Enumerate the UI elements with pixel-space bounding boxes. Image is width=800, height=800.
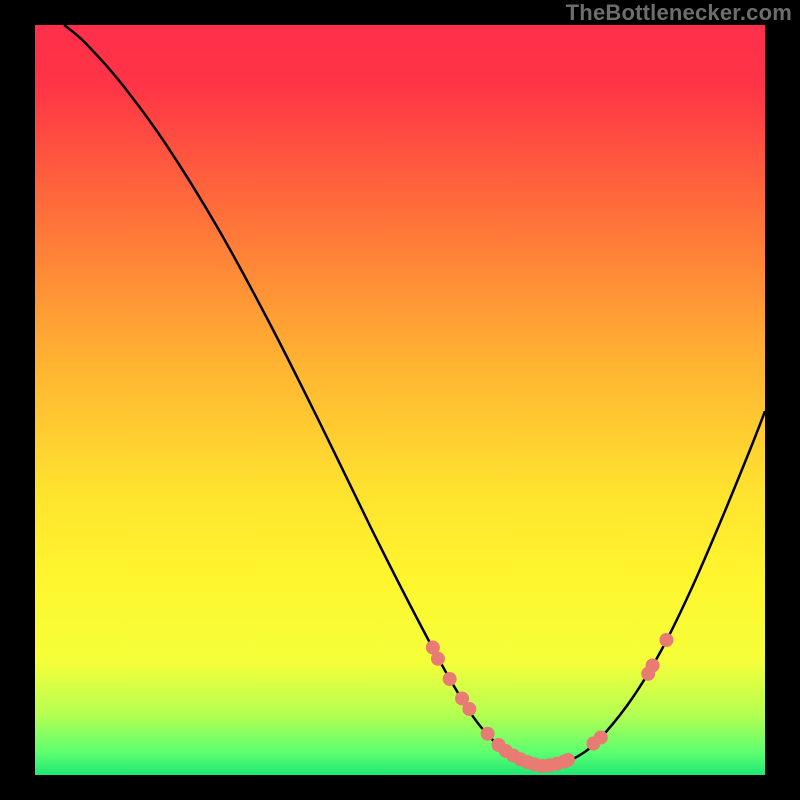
data-marker — [443, 672, 457, 686]
data-marker — [431, 652, 445, 666]
bottleneck-chart — [0, 0, 800, 800]
data-marker — [659, 633, 673, 647]
data-marker — [561, 753, 575, 767]
data-marker — [646, 659, 660, 673]
data-marker — [462, 702, 476, 716]
data-marker — [481, 727, 495, 741]
watermark-text: TheBottlenecker.com — [566, 0, 792, 26]
data-marker — [594, 731, 608, 745]
